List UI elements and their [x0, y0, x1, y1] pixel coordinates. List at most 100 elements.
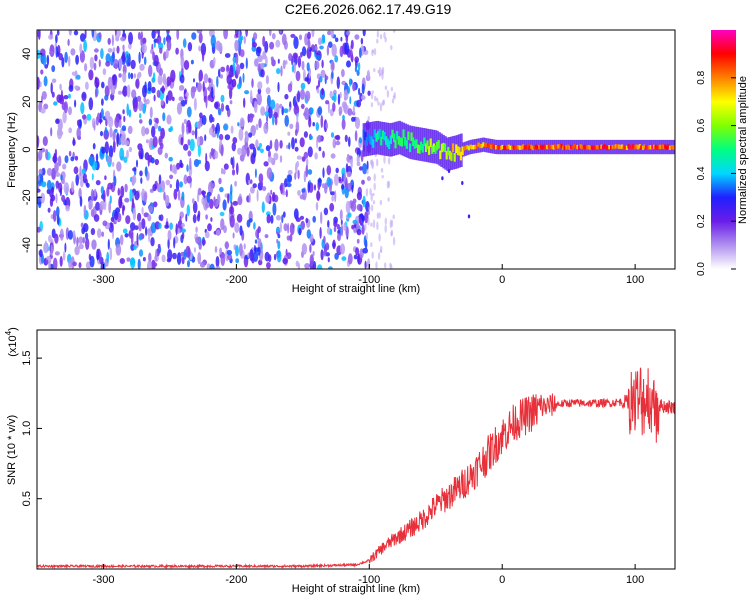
noise-speckle — [39, 249, 43, 258]
noise-speckle — [188, 123, 192, 134]
noise-speckle — [164, 152, 168, 159]
noise-speckle — [209, 263, 215, 269]
carrier-halo — [402, 122, 405, 157]
noise-speckle — [374, 95, 377, 102]
noise-speckle — [260, 68, 265, 78]
noise-speckle — [63, 182, 70, 195]
noise-speckle — [237, 122, 240, 127]
noise-speckle — [157, 30, 160, 38]
noise-speckle — [220, 167, 224, 175]
carrier-cell — [525, 144, 528, 150]
noise-speckle — [368, 206, 371, 211]
noise-speckle — [213, 196, 216, 207]
noise-speckle — [78, 243, 84, 250]
noise-speckle — [235, 258, 240, 264]
carrier-cell — [530, 144, 533, 149]
noise-speckle — [280, 182, 283, 195]
snr-x-ticks: -300 -200 -100 0 100 — [92, 564, 644, 586]
noise-speckle — [140, 177, 143, 185]
noise-speckle — [232, 79, 237, 88]
noise-speckle — [114, 116, 120, 128]
carrier-cell — [670, 145, 673, 150]
noise-speckle — [366, 176, 371, 182]
noise-speckle — [191, 32, 197, 40]
noise-speckle — [187, 42, 193, 52]
carrier-cell — [584, 144, 587, 150]
noise-speckle — [269, 30, 272, 37]
noise-speckle — [277, 240, 281, 250]
x-tick-label: -100 — [358, 574, 380, 586]
noise-speckle — [239, 62, 245, 70]
noise-speckle — [101, 98, 104, 106]
noise-speckle — [144, 127, 150, 135]
noise-speckle — [145, 98, 150, 105]
noise-speckle — [341, 69, 345, 78]
noise-speckle — [201, 48, 205, 62]
noise-speckle — [280, 65, 283, 77]
noise-speckle — [351, 116, 356, 122]
carrier-cell — [652, 144, 656, 149]
carrier-cell — [654, 144, 657, 150]
noise-speckle — [40, 107, 46, 114]
carrier-cell — [643, 144, 646, 149]
noise-speckle — [230, 157, 234, 166]
noise-speckle — [117, 187, 121, 196]
carrier-cell — [383, 132, 386, 141]
carrier-cell — [571, 145, 574, 150]
noise-speckle — [158, 42, 164, 50]
noise-speckle — [305, 164, 309, 178]
noise-speckle — [59, 256, 63, 267]
carrier-cell — [431, 145, 434, 154]
noise-speckle — [192, 200, 198, 214]
noise-speckle — [112, 139, 116, 153]
noise-speckle — [109, 127, 113, 138]
y-tick-label: -40 — [21, 237, 33, 253]
noise-speckle — [205, 202, 210, 209]
carrier-cell — [562, 145, 565, 150]
noise-speckle — [73, 166, 79, 175]
noise-speckle — [263, 161, 269, 167]
noise-speckle — [344, 187, 349, 199]
noise-speckle — [79, 195, 83, 207]
noise-speckle — [141, 218, 146, 230]
noise-speckle — [373, 173, 376, 182]
carrier-straggler — [461, 181, 464, 185]
carrier-cell — [546, 144, 549, 150]
noise-speckle — [343, 89, 349, 101]
noise-speckle — [256, 189, 259, 202]
carrier-cell — [673, 145, 675, 151]
carrier-cell — [592, 145, 595, 151]
noise-speckle — [292, 52, 299, 60]
noise-speckle — [279, 222, 282, 233]
noise-speckle — [317, 178, 322, 183]
noise-speckle — [114, 211, 119, 221]
noise-speckle — [171, 96, 175, 102]
carrier-cell — [448, 150, 451, 160]
noise-speckle — [270, 99, 276, 110]
noise-speckle — [372, 49, 375, 54]
carrier-cell — [534, 144, 538, 149]
noise-speckle — [266, 262, 271, 269]
noise-speckle — [370, 92, 374, 100]
carrier-cell — [574, 144, 577, 150]
noise-speckle — [393, 30, 396, 33]
noise-speckle — [346, 60, 351, 68]
noise-speckle — [101, 81, 105, 89]
noise-speckle — [266, 167, 273, 180]
noise-speckle — [319, 227, 322, 239]
noise-speckle — [299, 137, 305, 148]
noise-speckle — [108, 116, 114, 128]
carrier-cell — [367, 132, 370, 142]
noise-speckle — [317, 134, 322, 143]
noise-speckle — [183, 174, 188, 185]
noise-speckle — [139, 119, 143, 124]
noise-speckle — [107, 182, 113, 190]
carrier-cell — [437, 140, 440, 149]
noise-speckle — [340, 36, 343, 42]
noise-speckle — [223, 124, 228, 131]
carrier-cell — [412, 137, 415, 146]
noise-speckle — [293, 208, 299, 220]
noise-speckle — [147, 260, 152, 269]
noise-speckle — [120, 134, 126, 146]
noise-speckle — [253, 100, 258, 113]
